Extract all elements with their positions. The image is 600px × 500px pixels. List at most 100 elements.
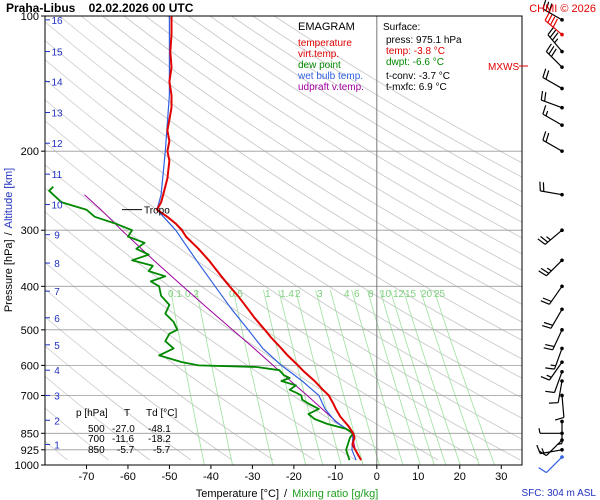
- mixing-ratio-line: [196, 289, 233, 465]
- table-row-700-td: -18.2: [148, 434, 171, 445]
- dry-adiabat: [209, 16, 522, 208]
- pressure-tick-label: 600: [21, 360, 39, 372]
- wind-barb: [545, 43, 564, 69]
- wind-barb-staff: [553, 371, 563, 393]
- mixing-ratio-line: [420, 289, 480, 465]
- temperature-tick-label: 10: [412, 471, 424, 483]
- wind-barb-feather: [540, 236, 549, 243]
- mixing-ratio-label: 4: [344, 289, 350, 300]
- wind-barb-staff: [542, 113, 563, 126]
- wind-barb-feather: [549, 29, 557, 38]
- tropopause-label: Tropo: [144, 206, 170, 217]
- y-axis-title-separator: /: [3, 231, 15, 235]
- table-row-500-td: -48.1: [148, 424, 171, 435]
- mixing-ratio-line: [367, 289, 421, 465]
- wind-barb-staff: [548, 285, 563, 305]
- altitude-tick-label: 6: [54, 314, 60, 325]
- wind-barb-feather: [540, 90, 544, 101]
- temperature-tick-label: -60: [120, 471, 136, 483]
- wind-barb: [544, 12, 564, 37]
- table-row-500-t: -27.0: [112, 424, 135, 435]
- dry-adiabat: [45, 120, 522, 440]
- pressure-tick-label: 300: [21, 225, 39, 237]
- dry-adiabat: [45, 316, 233, 461]
- wind-barb-staff: [541, 99, 563, 109]
- wind-barb-half-feather: [556, 442, 563, 446]
- temperature-tick-label: 0: [374, 471, 380, 483]
- temperature-tick-label: -20: [286, 471, 302, 483]
- altitude-tick-label: 16: [51, 16, 63, 27]
- wind-barb-feather: [540, 267, 550, 274]
- wind-barb-staff: [542, 76, 563, 89]
- wind-barb-staff: [561, 395, 565, 418]
- wind-barb: [547, 27, 564, 54]
- wind-barbs: [536, 0, 565, 474]
- mixing-ratio-label: 10: [380, 289, 392, 300]
- wind-barb: [548, 379, 564, 404]
- wind-barb-feather: [540, 300, 550, 305]
- wind-barb: [542, 307, 564, 329]
- wind-barb-feather: [542, 68, 547, 78]
- wind-barb-staff: [542, 8, 563, 21]
- mixing-ratio-line: [263, 289, 307, 465]
- mixing-ratio-label: 25: [434, 289, 446, 300]
- pressure-tick-label: 850: [21, 428, 39, 440]
- dry-adiabat: [45, 164, 480, 461]
- dry-adiabat: [274, 16, 522, 164]
- table-header-p: p [hPa]: [76, 408, 108, 419]
- pressure-tick-label: 925: [21, 445, 39, 457]
- mixing-ratio-line: [379, 289, 435, 465]
- table-row-500-p: 500: [88, 424, 105, 435]
- mixing-ratio-line: [329, 289, 380, 465]
- wind-barb: [538, 438, 564, 457]
- wind-barb-staff: [542, 139, 563, 152]
- mixing-ratio-label: 1: [265, 289, 271, 300]
- emagram-grid: 0.1 0.2 0.5 1 1.4 2 3 4 6 8 10 12 15 20 25: [45, 16, 522, 465]
- mixing-ratio-label: 8: [368, 289, 374, 300]
- dry-adiabat: [80, 16, 522, 305]
- dry-adiabat: [59, 16, 522, 323]
- altitude-tick-label: 4: [54, 366, 60, 377]
- wind-barb-half-feather: [546, 374, 552, 378]
- pressure-tick-label: 400: [21, 281, 39, 293]
- wind-barb: [542, 131, 564, 153]
- mixing-ratio-label: 15: [405, 289, 417, 300]
- pressure-tick-label: 100: [21, 11, 39, 23]
- dry-adiabat: [45, 345, 192, 461]
- legend-item-temperature: temperature: [298, 38, 352, 49]
- x-axis-title-mixing-ratio: Mixing ratio [g/kg]: [292, 488, 378, 500]
- temperature-tick-label: 20: [454, 471, 466, 483]
- table-row-700-p: 700: [88, 434, 105, 445]
- legend-item-virt-temp: virt.temp.: [298, 49, 339, 60]
- dry-adiabat: [123, 16, 522, 271]
- wind-barb-feather: [543, 347, 553, 351]
- pressure-tick-label: 700: [21, 390, 39, 402]
- wind-barb-half-feather: [546, 236, 551, 241]
- wind-barb: [542, 105, 564, 127]
- altitude-tick-label: 12: [51, 139, 63, 150]
- wind-barb-half-feather: [546, 267, 552, 272]
- mixing-ratio-line: [315, 289, 364, 465]
- wind-barb: [538, 258, 564, 277]
- mixing-ratio-label: 12: [393, 289, 405, 300]
- dry-adiabat: [45, 39, 522, 360]
- pressure-tick-label: 1000: [15, 460, 39, 472]
- dry-adiabat: [252, 16, 522, 178]
- wind-barb-staff: [545, 456, 563, 474]
- pressure-tick-label: 200: [21, 146, 39, 158]
- wind-barb-feather: [542, 0, 547, 10]
- wind-barb-staff: [540, 190, 563, 196]
- dry-adiabat: [45, 21, 522, 341]
- wind-barb-half-feather: [541, 448, 545, 454]
- wind-barb: [554, 393, 565, 421]
- wind-barb: [545, 346, 564, 370]
- wind-barb: [540, 360, 564, 381]
- dry-adiabat: [45, 187, 439, 461]
- wind-barb-feather: [545, 1, 550, 11]
- dry-adiabat: [45, 78, 522, 399]
- wind-barb-feather: [543, 321, 553, 326]
- wind-barb-feather: [545, 70, 550, 80]
- tropopause-marker: Tropo: [122, 206, 170, 217]
